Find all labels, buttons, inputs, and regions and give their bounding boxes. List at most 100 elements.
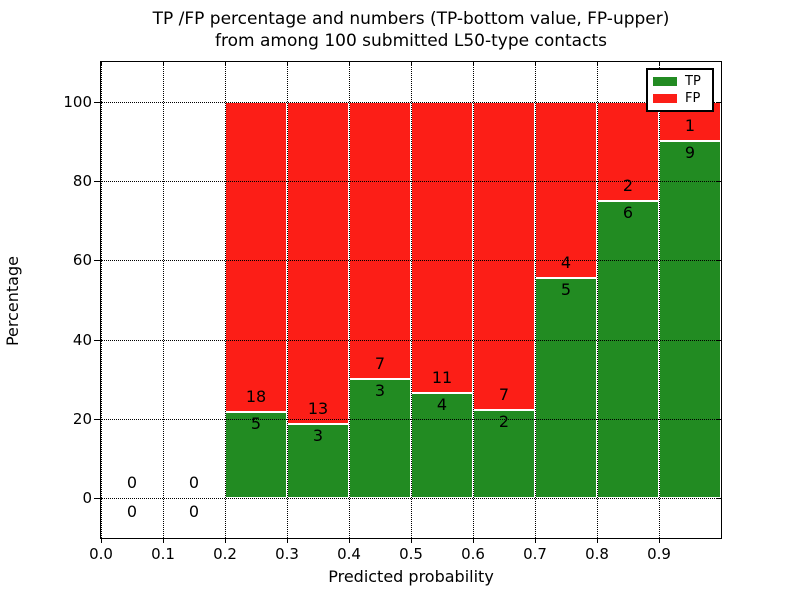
bar-fp-segment bbox=[287, 101, 349, 424]
x-tick-label: 0.6 bbox=[461, 545, 485, 563]
top-tick-mark bbox=[163, 62, 164, 66]
bar-fp-segment bbox=[411, 101, 473, 393]
bar-tp-segment bbox=[535, 277, 597, 499]
bar-tp-count-label: 2 bbox=[498, 412, 510, 432]
bar-fp-count-label: 2 bbox=[622, 175, 634, 195]
x-tick-label: 0.2 bbox=[213, 545, 237, 563]
x-axis-label: Predicted probability bbox=[328, 567, 494, 586]
x-tick-mark bbox=[411, 538, 412, 543]
x-tick-label: 0.4 bbox=[337, 545, 361, 563]
top-tick-mark bbox=[473, 62, 474, 66]
bar-fp-segment bbox=[473, 101, 535, 411]
x-tick-label: 0.8 bbox=[585, 545, 609, 563]
y-tick-mark bbox=[94, 260, 100, 262]
x-tick-label: 0.7 bbox=[523, 545, 547, 563]
bar-tp-count-label: 0 bbox=[126, 502, 138, 522]
y-tick-label: 80 bbox=[72, 172, 92, 190]
y-axis-label: Percentage bbox=[3, 256, 22, 347]
x-tick-mark bbox=[535, 538, 536, 543]
x-tick-mark bbox=[659, 538, 660, 543]
right-tick-mark bbox=[717, 260, 721, 262]
x-tick-label: 0.1 bbox=[151, 545, 175, 563]
grid-line-v bbox=[225, 62, 226, 538]
y-tick-label: 40 bbox=[72, 330, 92, 349]
bar-fp-segment bbox=[535, 101, 597, 278]
bar-tp-segment bbox=[597, 200, 659, 499]
legend-row: TP bbox=[653, 73, 707, 89]
legend-swatch-fp bbox=[653, 94, 677, 103]
plot-area: 0 0 0 0 18 5 13 3 7 3 11 4 7 2 4 5 2 6 1 9 bbox=[100, 61, 722, 539]
x-tick-mark bbox=[597, 538, 598, 543]
x-tick-mark bbox=[101, 538, 102, 543]
chart-title: TP /FP percentage and numbers (TP-bottom… bbox=[101, 8, 721, 52]
x-tick-label: 0.5 bbox=[399, 545, 423, 563]
bar-fp-count-label: 18 bbox=[245, 387, 267, 407]
bar-tp-count-label: 9 bbox=[684, 143, 696, 163]
right-tick-mark bbox=[717, 419, 721, 420]
x-tick-mark bbox=[473, 538, 474, 543]
x-tick-mark bbox=[163, 538, 164, 543]
top-tick-mark bbox=[287, 62, 288, 66]
top-tick-mark bbox=[225, 62, 226, 66]
legend-row: FP bbox=[653, 90, 707, 106]
bar-tp-count-label: 5 bbox=[250, 414, 262, 434]
x-tick-mark bbox=[225, 538, 226, 543]
bar-fp-segment bbox=[349, 101, 411, 380]
chart-title-line-2: from among 100 submitted L50-type contac… bbox=[215, 31, 607, 51]
legend-label: FP bbox=[685, 90, 701, 106]
bar-fp-count-label: 13 bbox=[307, 398, 329, 418]
y-tick-mark bbox=[94, 101, 100, 103]
x-tick-mark bbox=[349, 538, 350, 543]
y-tick-mark bbox=[94, 339, 100, 341]
right-tick-mark bbox=[717, 498, 721, 500]
grid-line-v bbox=[349, 62, 350, 538]
y-tick-label: 20 bbox=[72, 410, 92, 428]
bar-tp-count-label: 0 bbox=[188, 502, 200, 522]
x-tick-label: 0.9 bbox=[647, 545, 671, 563]
bar-fp-count-label: 7 bbox=[374, 354, 386, 374]
bar-tp-count-label: 5 bbox=[560, 279, 572, 299]
legend: TP FP bbox=[646, 68, 714, 112]
grid-line-v bbox=[659, 62, 660, 538]
y-tick-label: 100 bbox=[63, 92, 92, 111]
chart-title-line-1: TP /FP percentage and numbers (TP-bottom… bbox=[152, 9, 670, 29]
legend-swatch-tp bbox=[653, 77, 677, 86]
bar-fp-count-label: 4 bbox=[560, 252, 572, 272]
bar-fp-count-label: 1 bbox=[684, 116, 696, 136]
top-tick-mark bbox=[349, 62, 350, 66]
bar-fp-count-label: 11 bbox=[431, 367, 453, 387]
bar-tp-count-label: 3 bbox=[312, 425, 324, 445]
bar-fp-count-label: 0 bbox=[188, 473, 200, 493]
grid-line-v bbox=[101, 62, 102, 538]
bar-tp-count-label: 6 bbox=[622, 202, 634, 222]
y-tick-label: 0 bbox=[82, 489, 92, 508]
y-tick-label: 60 bbox=[72, 251, 92, 270]
bar-tp-count-label: 3 bbox=[374, 381, 386, 401]
top-tick-mark bbox=[659, 62, 660, 66]
grid-line-v bbox=[411, 62, 412, 538]
right-tick-mark bbox=[717, 339, 721, 341]
grid-line-v bbox=[597, 62, 598, 538]
bar-fp-count-label: 0 bbox=[126, 473, 138, 493]
bar-fp-segment bbox=[225, 101, 287, 413]
y-tick-mark bbox=[94, 181, 100, 182]
top-tick-mark bbox=[535, 62, 536, 66]
y-tick-mark bbox=[94, 419, 100, 420]
x-tick-mark bbox=[287, 538, 288, 543]
grid-line-v bbox=[535, 62, 536, 538]
top-tick-mark bbox=[597, 62, 598, 66]
bar-tp-segment bbox=[411, 392, 473, 499]
right-tick-mark bbox=[717, 181, 721, 182]
bar-fp-count-label: 7 bbox=[498, 385, 510, 405]
legend-label: TP bbox=[685, 73, 701, 89]
grid-line-v bbox=[287, 62, 288, 538]
grid-line-v bbox=[473, 62, 474, 538]
bar-tp-segment bbox=[659, 141, 721, 499]
right-tick-mark bbox=[717, 101, 721, 103]
top-tick-mark bbox=[101, 62, 102, 66]
bar-tp-count-label: 4 bbox=[436, 394, 448, 414]
top-tick-mark bbox=[411, 62, 412, 66]
y-tick-mark bbox=[94, 498, 100, 500]
grid-line-v bbox=[163, 62, 164, 538]
